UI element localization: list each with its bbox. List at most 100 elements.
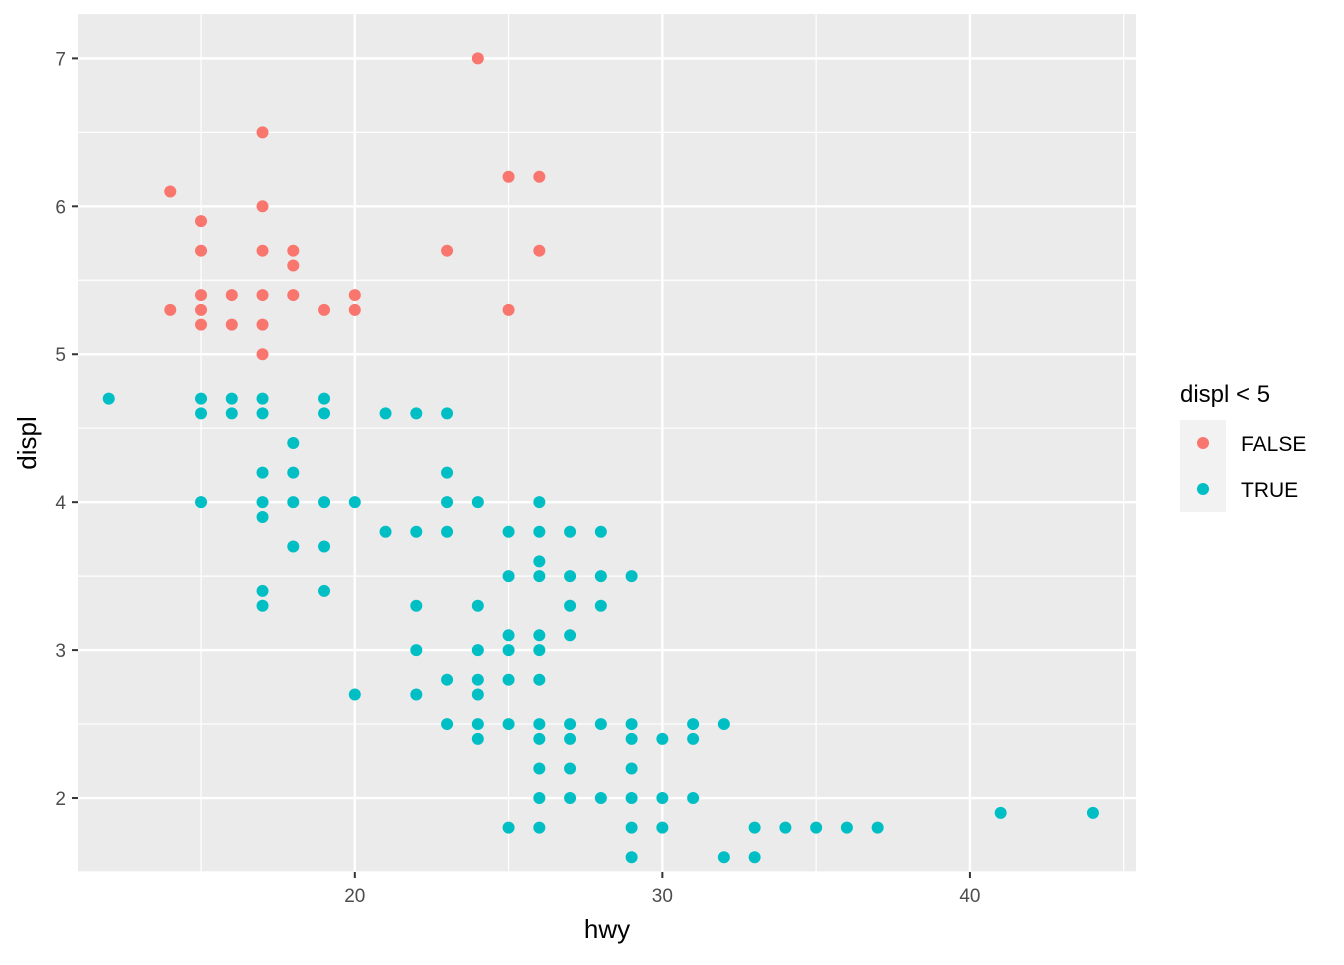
data-point-false — [195, 215, 208, 228]
data-point-true — [656, 821, 669, 834]
data-point-true — [748, 851, 761, 864]
data-point-true — [717, 718, 730, 731]
data-point-true — [748, 821, 761, 834]
data-point-true — [810, 821, 823, 834]
data-point-true — [379, 407, 392, 420]
data-point-false — [348, 303, 361, 316]
data-points — [102, 52, 1099, 864]
data-point-true — [318, 392, 331, 405]
data-point-true — [318, 584, 331, 597]
data-point-true — [318, 540, 331, 553]
data-point-true — [287, 466, 300, 479]
data-point-true — [502, 644, 515, 657]
data-point-true — [564, 762, 577, 775]
data-point-true — [256, 599, 269, 612]
data-point-true — [564, 792, 577, 805]
data-point-true — [102, 392, 115, 405]
data-point-true — [287, 540, 300, 553]
data-point-true — [195, 496, 208, 509]
data-point-true — [348, 496, 361, 509]
data-point-true — [318, 407, 331, 420]
data-point-true — [256, 584, 269, 597]
data-point-true — [625, 792, 638, 805]
data-point-true — [195, 392, 208, 405]
data-point-false — [318, 303, 331, 316]
data-point-true — [564, 629, 577, 642]
x-tick-label: 20 — [344, 886, 365, 907]
data-point-true — [471, 496, 484, 509]
data-point-true — [533, 525, 546, 538]
data-point-true — [502, 673, 515, 686]
legend-label-false: FALSE — [1241, 433, 1306, 456]
data-point-true — [195, 407, 208, 420]
data-point-true — [318, 496, 331, 509]
data-point-false — [195, 318, 208, 331]
data-point-true — [502, 525, 515, 538]
data-point-true — [410, 644, 423, 657]
data-point-true — [533, 673, 546, 686]
grid-minor — [78, 14, 1136, 873]
legend: displ < 5 FALSE TRUE — [1180, 381, 1306, 512]
data-point-true — [656, 732, 669, 745]
data-point-true — [256, 466, 269, 479]
data-point-true — [533, 792, 546, 805]
data-point-true — [287, 496, 300, 509]
data-point-true — [533, 496, 546, 509]
data-point-true — [533, 732, 546, 745]
data-point-true — [625, 762, 638, 775]
data-point-true — [656, 792, 669, 805]
data-point-true — [687, 718, 700, 731]
data-point-true — [256, 392, 269, 405]
legend-label-true: TRUE — [1241, 479, 1298, 502]
x-tick-label: 30 — [652, 886, 673, 907]
data-point-true — [594, 525, 607, 538]
data-point-true — [625, 718, 638, 731]
data-point-true — [625, 570, 638, 583]
x-axis-title: hwy — [584, 914, 630, 944]
data-point-true — [994, 806, 1007, 819]
data-point-true — [410, 688, 423, 701]
data-point-false — [287, 244, 300, 257]
data-point-true — [533, 644, 546, 657]
data-point-true — [1086, 806, 1099, 819]
data-point-false — [502, 170, 515, 183]
data-point-false — [195, 289, 208, 302]
y-tick-label: 4 — [55, 493, 66, 514]
data-point-true — [379, 525, 392, 538]
data-point-false — [256, 200, 269, 213]
legend-key-false — [1197, 437, 1209, 449]
data-point-true — [533, 718, 546, 731]
data-point-true — [410, 407, 423, 420]
data-point-true — [594, 599, 607, 612]
grid-major — [78, 14, 1136, 872]
data-point-true — [625, 851, 638, 864]
data-point-false — [195, 244, 208, 257]
data-point-true — [471, 688, 484, 701]
data-point-true — [225, 392, 238, 405]
data-point-true — [471, 718, 484, 731]
data-point-true — [441, 525, 454, 538]
data-point-false — [256, 126, 269, 139]
data-point-true — [441, 407, 454, 420]
data-point-true — [410, 525, 423, 538]
y-axis: 2 3 4 5 6 7 — [55, 49, 78, 810]
data-point-true — [441, 466, 454, 479]
data-point-false — [348, 289, 361, 302]
data-point-true — [564, 599, 577, 612]
data-point-true — [594, 718, 607, 731]
data-point-false — [533, 244, 546, 257]
data-point-true — [441, 718, 454, 731]
data-point-true — [533, 629, 546, 642]
data-point-false — [164, 303, 177, 316]
data-point-false — [225, 318, 238, 331]
y-axis-title: displ — [12, 416, 42, 469]
data-point-true — [502, 718, 515, 731]
data-point-true — [502, 821, 515, 834]
data-point-true — [410, 599, 423, 612]
data-point-true — [533, 555, 546, 568]
data-point-true — [625, 732, 638, 745]
data-point-true — [687, 792, 700, 805]
data-point-true — [471, 732, 484, 745]
